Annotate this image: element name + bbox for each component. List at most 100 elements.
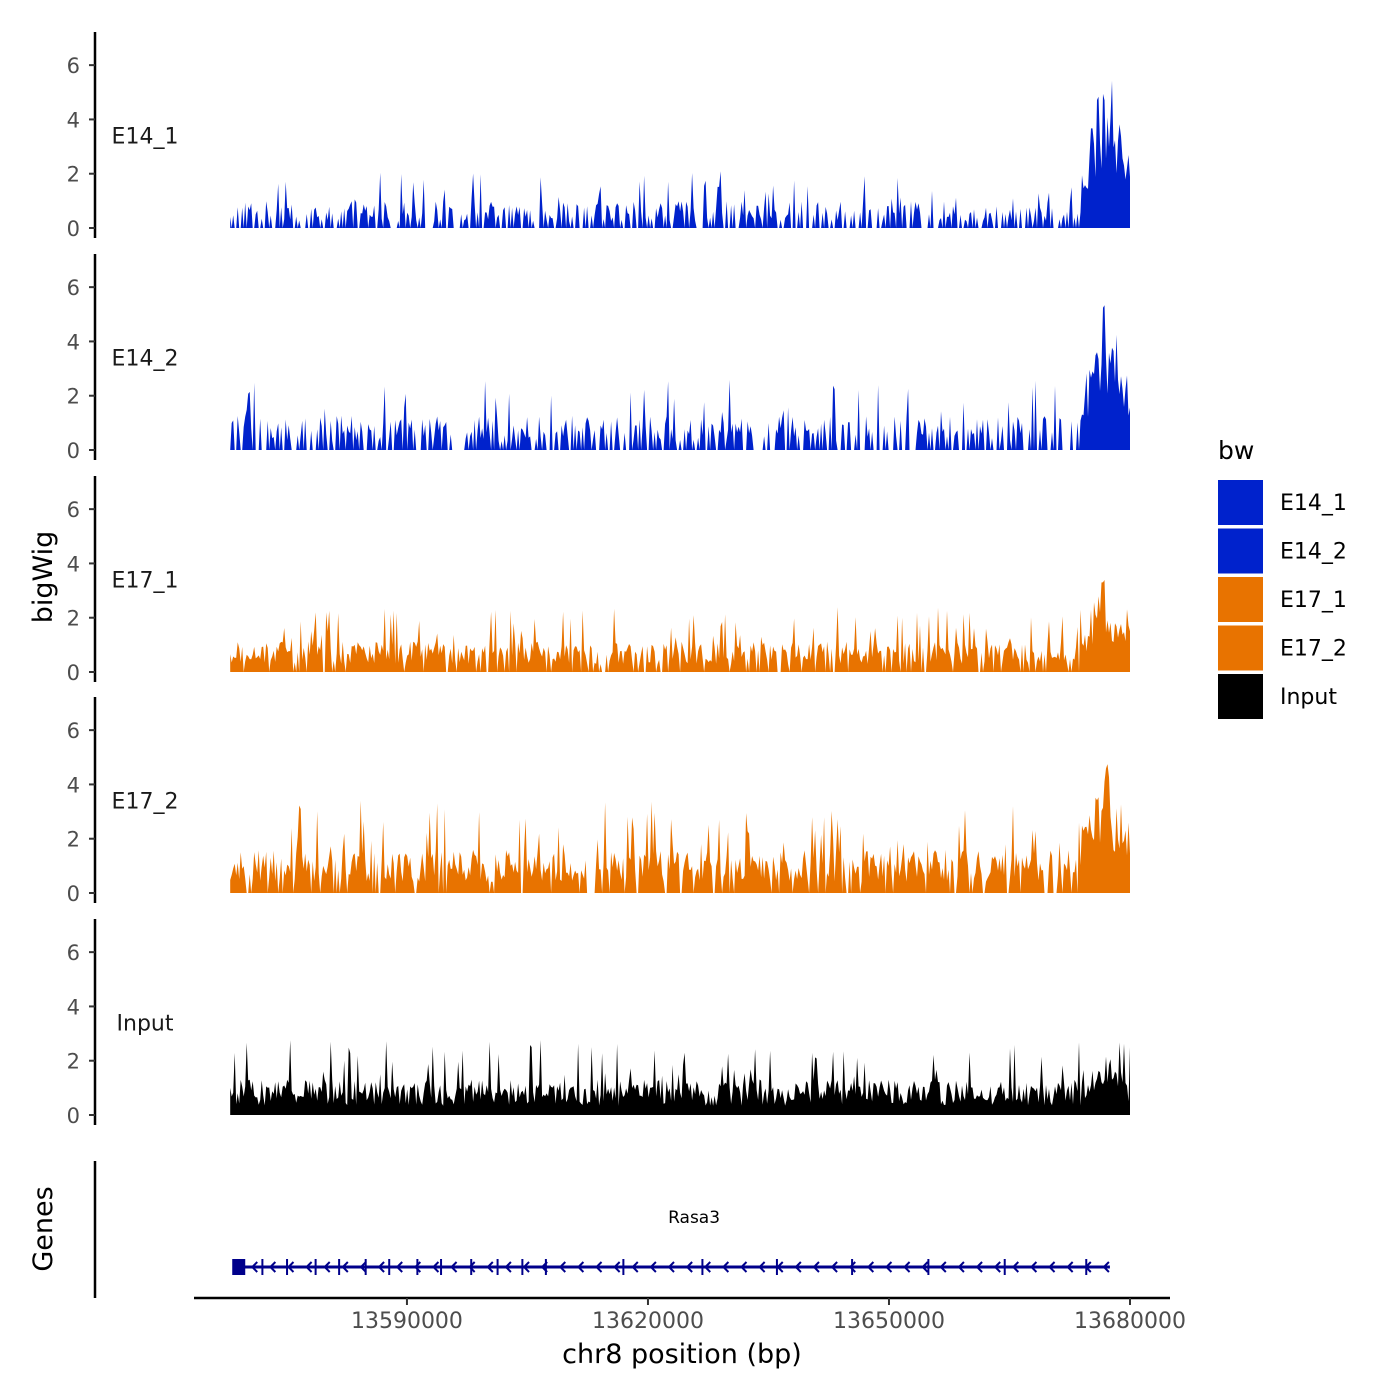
y-tick-label: 0 [67, 882, 80, 906]
track-label: E17_2 [112, 790, 179, 815]
track-label: E14_1 [112, 125, 179, 150]
strand-arrow [504, 1261, 512, 1273]
y-tick-label: 0 [67, 217, 80, 241]
strand-arrow [268, 1261, 277, 1273]
strand-arrow [540, 1261, 548, 1273]
strand-arrow [812, 1261, 820, 1273]
strand-arrow [667, 1261, 675, 1273]
signal-tracks: 0 2 4 6 E14_1 0 2 4 6 E14_2 0 2 4 6 E17_1 0 2 4 6 E17_2 0 2 4 6… [67, 32, 1130, 1128]
track-e17-2: 0 2 4 6 E17_2 [67, 697, 1130, 906]
track-label: E14_2 [112, 347, 179, 372]
signal-area-input [230, 1040, 1130, 1115]
legend-entry-e17-2: E17_2 [1218, 625, 1347, 671]
signal-area-e14-2 [230, 305, 1130, 450]
strand-arrow [631, 1261, 639, 1273]
y-tick-label: 4 [67, 330, 80, 354]
y-tick-label: 2 [67, 607, 80, 631]
strand-arrow [450, 1261, 458, 1273]
strand-arrow [758, 1261, 766, 1273]
y-tick-label: 6 [67, 54, 80, 78]
strand-arrow [413, 1261, 422, 1273]
y-tick-label: 2 [67, 828, 80, 852]
y-tick-label: 2 [67, 385, 80, 409]
legend-swatch [1218, 480, 1263, 525]
strand-arrow [721, 1261, 730, 1273]
y-tick-label: 4 [67, 773, 80, 797]
legend-swatch [1218, 625, 1263, 671]
track-e14-2: 0 2 4 6 E14_2 [67, 254, 1130, 463]
gene-track: Rasa3 [93, 1161, 1110, 1298]
strand-arrow [395, 1261, 403, 1273]
track-label: Input [117, 1012, 174, 1037]
legend-swatch [1218, 674, 1263, 719]
legend-swatch [1218, 528, 1263, 574]
strand-arrow [903, 1261, 911, 1273]
track-label: E17_1 [112, 569, 179, 594]
strand-arrow [975, 1261, 983, 1273]
strand-arrow [830, 1261, 838, 1273]
strand-arrow [866, 1261, 875, 1273]
legend-entry-e14-2: E14_2 [1218, 528, 1347, 574]
y-tick-label: 2 [67, 163, 80, 187]
y-tick-label: 4 [67, 995, 80, 1019]
y-tick-label: 4 [67, 552, 80, 576]
x-axis-label: chr8 position (bp) [562, 1339, 802, 1370]
y-tick-label: 0 [67, 661, 80, 685]
strand-arrow [776, 1261, 784, 1273]
strand-arrow [740, 1261, 748, 1273]
x-tick-label: 13650000 [833, 1309, 945, 1334]
legend-label: E14_1 [1280, 491, 1347, 516]
strand-arrow [703, 1261, 711, 1273]
legend-label: Input [1280, 685, 1337, 710]
signal-area-e17-1 [230, 580, 1130, 672]
strand-arrow [522, 1261, 530, 1273]
x-axis: 13590000 13620000 13650000 13680000 [194, 1296, 1186, 1334]
strand-arrow [558, 1261, 566, 1273]
strand-arrow [305, 1261, 313, 1273]
strand-arrow [1030, 1261, 1038, 1273]
strand-arrow [1048, 1261, 1056, 1273]
strand-arrow [613, 1261, 621, 1273]
strand-arrow [685, 1261, 693, 1273]
legend-swatch [1218, 577, 1263, 622]
strand-arrow [649, 1261, 657, 1273]
gene-name-label: Rasa3 [668, 1208, 720, 1228]
strand-arrow [885, 1261, 893, 1273]
legend-entry-input: Input [1218, 674, 1337, 719]
track-e14-1: 0 2 4 6 E14_1 [67, 32, 1130, 241]
strand-arrow [1066, 1261, 1074, 1273]
signal-area-e17-2 [230, 764, 1130, 893]
strand-arrow [359, 1261, 367, 1273]
legend-label: E17_2 [1280, 637, 1347, 662]
legend-title: bw [1218, 436, 1254, 465]
signal-area-e14-1 [230, 80, 1130, 228]
strand-arrow [1102, 1261, 1110, 1273]
y-tick-label: 4 [67, 108, 80, 132]
strand-arrow [323, 1261, 331, 1273]
genes-axis-label: Genes [28, 1186, 59, 1271]
legend-label: E14_2 [1280, 540, 1347, 565]
x-tick-label: 13680000 [1074, 1309, 1186, 1334]
gene-exon-block [232, 1259, 246, 1275]
strand-arrow [377, 1261, 385, 1273]
strand-arrow [957, 1261, 965, 1273]
strand-arrow [576, 1261, 585, 1273]
strand-arrow [848, 1261, 856, 1273]
strand-arrow [287, 1261, 295, 1273]
track-e17-1: 0 2 4 6 E17_1 [67, 476, 1130, 685]
legend-entry-e17-1: E17_1 [1218, 577, 1347, 622]
strand-arrow [595, 1261, 603, 1273]
y-tick-label: 2 [67, 1050, 80, 1074]
y-tick-label: 6 [67, 941, 80, 965]
strand-arrow [921, 1261, 929, 1273]
strand-arrow [468, 1261, 476, 1273]
track-input: 0 2 4 6 Input [67, 919, 1130, 1128]
legend-entry-e14-1: E14_1 [1218, 480, 1347, 525]
y-tick-label: 6 [67, 498, 80, 522]
strand-arrow [432, 1261, 440, 1273]
gene-rasa3: Rasa3 [232, 1208, 1110, 1275]
legend-label: E17_1 [1280, 588, 1347, 613]
y-tick-label: 6 [67, 719, 80, 743]
strand-arrow [993, 1261, 1001, 1273]
